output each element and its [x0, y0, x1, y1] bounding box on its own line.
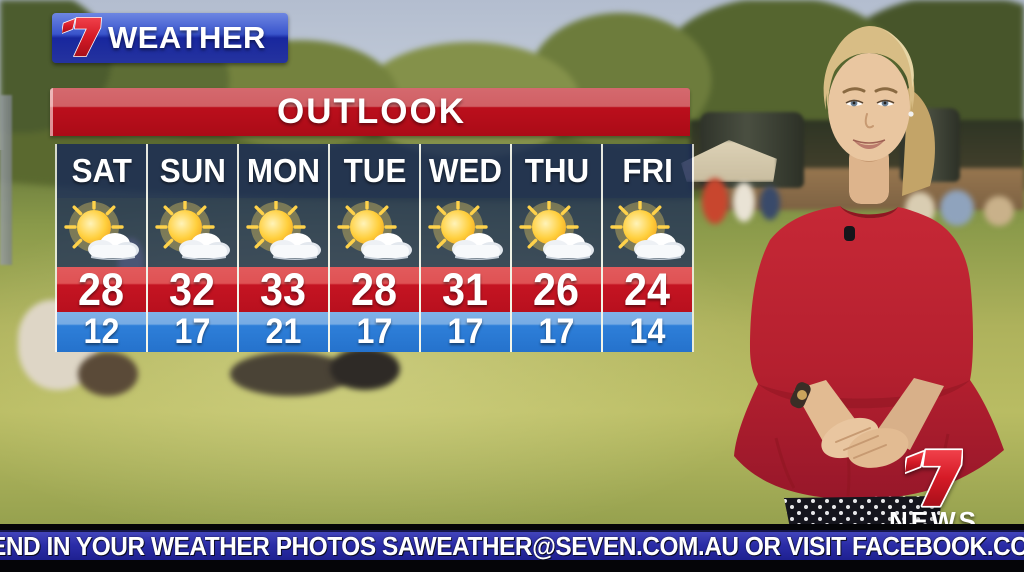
forecast-day-column: MON 33: [237, 144, 328, 352]
presenter-red-top: [734, 206, 1004, 500]
icon-cell: [421, 198, 510, 267]
high-temp-cell: 28: [330, 264, 419, 315]
low-temp-cell: 12: [57, 312, 146, 352]
low-temp: 17: [356, 312, 393, 351]
high-temp-cell: 26: [512, 264, 601, 315]
icon-cell: [57, 198, 146, 267]
outlook-title: OUTLOOK: [277, 92, 466, 131]
icon-cell: [148, 198, 237, 267]
high-temp: 32: [169, 263, 216, 315]
weather-outlook-panel: OUTLOOK SAT: [50, 88, 694, 352]
high-temp-cell: 28: [57, 264, 146, 315]
day-cell: WED: [421, 144, 510, 198]
seven-logo-icon: [905, 448, 963, 508]
outlook-header: OUTLOOK: [50, 88, 690, 136]
partly-cloudy-icon: [63, 200, 139, 260]
high-temp-cell: 31: [421, 264, 510, 315]
day-cell: THU: [512, 144, 601, 198]
icon-cell: [512, 198, 601, 267]
forecast-day-column: THU 26: [510, 144, 601, 352]
low-temp: 21: [265, 312, 302, 351]
day-label: FRI: [622, 152, 673, 189]
high-temp: 28: [78, 263, 125, 315]
ticker-band: END IN YOUR WEATHER PHOTOS SAWEATHER@SEV…: [0, 530, 1024, 560]
high-temp: 28: [351, 263, 398, 315]
low-temp: 17: [447, 312, 484, 351]
weather-presenter: [734, 26, 1004, 548]
low-temp-cell: 14: [603, 312, 692, 352]
day-label: TUE: [343, 152, 406, 189]
high-temp: 26: [533, 263, 580, 315]
weather-logo-label: WEATHER: [108, 20, 266, 55]
day-label: THU: [524, 152, 589, 189]
icon-cell: [239, 198, 328, 267]
seven-logo-icon: [62, 17, 102, 57]
seven-weather-logo: WEATHER: [52, 13, 288, 63]
high-temp: 31: [442, 263, 489, 315]
low-temp: 17: [174, 312, 211, 351]
partly-cloudy-icon: [154, 200, 230, 260]
forecast-columns: SAT 28: [55, 144, 694, 352]
day-cell: SUN: [148, 144, 237, 198]
icon-cell: [330, 198, 419, 267]
forecast-day-column: SAT 28: [57, 144, 146, 352]
forecast-day-column: TUE 28: [328, 144, 419, 352]
low-temp-cell: 17: [421, 312, 510, 352]
low-temp-cell: 21: [239, 312, 328, 352]
forecast-day-column: WED 31: [419, 144, 510, 352]
day-label: SAT: [71, 152, 132, 189]
partly-cloudy-icon: [336, 200, 412, 260]
high-temp-cell: 33: [239, 264, 328, 315]
day-cell: MON: [239, 144, 328, 198]
fence-post: [0, 95, 12, 265]
high-temp: 24: [624, 263, 671, 315]
partly-cloudy-icon: [245, 200, 321, 260]
ticker-bar: END IN YOUR WEATHER PHOTOS SAWEATHER@SEV…: [0, 524, 1024, 572]
low-temp-cell: 17: [148, 312, 237, 352]
high-temp-cell: 32: [148, 264, 237, 315]
forecast-day-column: SUN 32: [146, 144, 237, 352]
high-temp: 33: [260, 263, 307, 315]
partly-cloudy-icon: [518, 200, 594, 260]
day-label: SUN: [159, 152, 226, 189]
day-label: WED: [428, 152, 503, 189]
icon-cell: [603, 198, 692, 267]
low-temp-cell: 17: [512, 312, 601, 352]
forecast-day-column: FRI 24: [601, 144, 692, 352]
lapel-mic-icon: [844, 226, 855, 241]
day-cell: SAT: [57, 144, 146, 198]
ticker-text: END IN YOUR WEATHER PHOTOS SAWEATHER@SEV…: [0, 531, 1024, 560]
day-cell: FRI: [603, 144, 692, 198]
day-cell: TUE: [330, 144, 419, 198]
low-temp: 17: [538, 312, 575, 351]
day-label: MON: [246, 152, 321, 189]
low-temp: 14: [629, 312, 666, 351]
low-temp: 12: [83, 312, 120, 351]
partly-cloudy-icon: [427, 200, 503, 260]
low-temp-cell: 17: [330, 312, 419, 352]
presenter-hair: [826, 26, 913, 114]
high-temp-cell: 24: [603, 264, 692, 315]
partly-cloudy-icon: [609, 200, 685, 260]
